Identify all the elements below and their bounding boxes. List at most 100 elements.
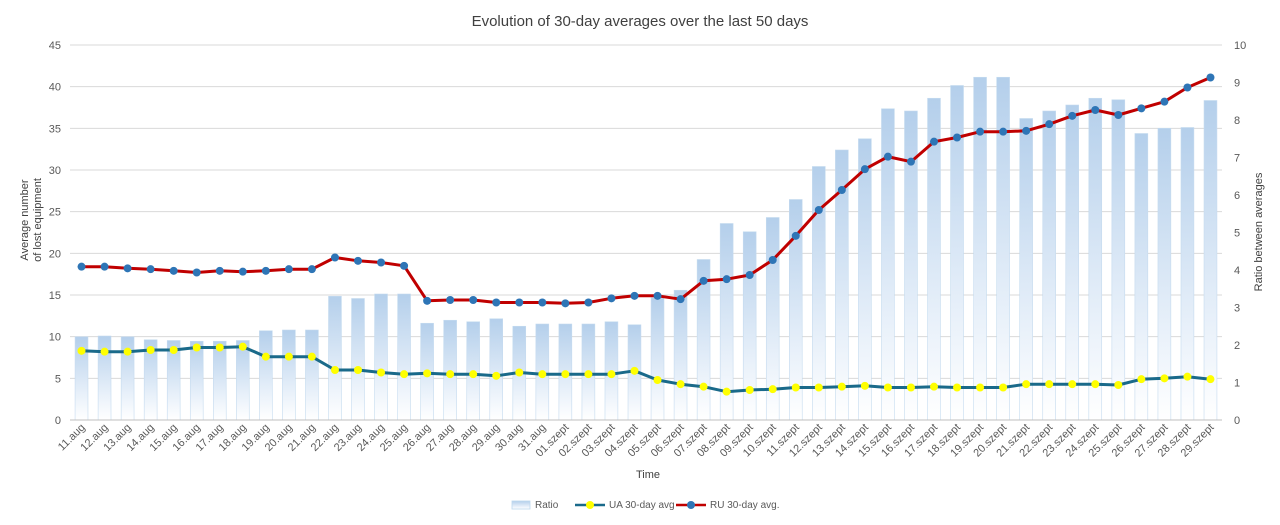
ru-point (676, 295, 685, 304)
ru-point (999, 127, 1008, 136)
ru-point (930, 137, 938, 146)
ua-point (976, 383, 985, 392)
ua-point (1045, 380, 1054, 389)
y-right-tick-label: 0 (1234, 415, 1240, 427)
ua-point (768, 385, 777, 394)
ratio-bar (374, 293, 388, 421)
legend-ratio-swatch (511, 500, 531, 510)
right-axis-ticks: 0 1 2 3 4 5 6 7 8 9 10 (1234, 40, 1246, 427)
ratio-bar (1065, 104, 1079, 421)
ua-point (745, 386, 754, 394)
ratio-bar (328, 295, 342, 421)
y-left-tick-label: 15 (49, 290, 61, 302)
ua-point (607, 370, 616, 379)
ru-point (100, 262, 109, 271)
ru-point (354, 256, 362, 265)
ua-point (653, 376, 662, 384)
ua-point (261, 352, 270, 361)
ua-point (77, 346, 86, 355)
chart-title: Evolution of 30-day averages over the la… (472, 13, 809, 30)
ua-point (1068, 380, 1077, 389)
ru-point (215, 266, 224, 275)
ua-point (284, 352, 293, 361)
ru-point (883, 152, 892, 161)
y-right-tick-label: 4 (1234, 265, 1240, 277)
ua-point (722, 387, 731, 396)
legend-item-ua: UA 30-day avg (575, 500, 675, 511)
ua-point (354, 366, 362, 374)
ua-point (169, 346, 178, 354)
legend-ua-label: UA 30-day avg (609, 500, 675, 511)
ru-point (77, 262, 86, 271)
y-right-tick-label: 6 (1234, 190, 1240, 202)
ua-series (77, 342, 1215, 396)
ua-point (930, 382, 938, 391)
ua-point (791, 383, 800, 392)
y-right-tick-label: 8 (1234, 115, 1240, 127)
ru-point (238, 267, 247, 276)
ua-point (238, 342, 247, 351)
y-left-tick-label: 20 (49, 248, 61, 260)
y-right-axis-title: Ratio between averages (1253, 172, 1265, 291)
ua-point (584, 370, 593, 379)
ua-point (146, 346, 155, 354)
ru-point (284, 265, 293, 274)
ru-point (607, 294, 616, 303)
legend: Ratio UA 30-day avg RU 30-day avg. (511, 500, 779, 511)
left-axis-ticks: 0 5 10 15 20 25 30 35 40 45 (49, 40, 61, 427)
ru-series (77, 73, 1215, 308)
ru-point (1114, 111, 1123, 119)
ru-line (81, 76, 1212, 305)
x-axis-title: Time (636, 469, 660, 481)
ru-point (307, 265, 316, 274)
ua-point (561, 370, 570, 379)
y-left-axis-title-line2: of lost equipment (32, 178, 44, 262)
ru-point (1206, 73, 1215, 82)
ua-point (676, 380, 685, 389)
ua-point (400, 370, 409, 379)
y-left-tick-label: 45 (49, 40, 61, 52)
ratio-bar (443, 319, 457, 421)
ua-point (192, 343, 201, 352)
ru-point (791, 231, 800, 240)
ru-point (860, 165, 869, 174)
ua-point (906, 383, 915, 392)
ua-point (1183, 372, 1192, 381)
ru-point (653, 291, 662, 300)
y-left-tick-label: 10 (49, 332, 61, 344)
ru-point (1068, 111, 1077, 120)
ratio-bar (259, 330, 273, 421)
legend-ru-marker (687, 501, 695, 509)
ru-point (492, 298, 501, 307)
y-right-tick-label: 2 (1234, 340, 1240, 352)
ru-point (1183, 83, 1192, 92)
legend-item-ru: RU 30-day avg. (676, 500, 779, 511)
ru-point (1160, 97, 1169, 106)
ua-point (999, 383, 1008, 392)
y-left-tick-label: 35 (49, 123, 61, 135)
ratio-bar (1019, 118, 1033, 421)
ua-point (515, 368, 524, 377)
ua-point (699, 382, 708, 391)
ru-point (976, 127, 985, 136)
y-right-tick-label: 3 (1234, 303, 1240, 315)
legend-ru-label: RU 30-day avg. (710, 500, 779, 511)
ru-point (515, 298, 524, 307)
legend-ua-marker (586, 501, 594, 509)
legend-item-ratio: Ratio (511, 500, 559, 511)
ua-point (215, 343, 224, 352)
ru-point (745, 271, 754, 279)
ratio-bar (1111, 99, 1126, 421)
ua-point (1091, 380, 1100, 389)
ua-point (492, 371, 501, 380)
ratio-bar (673, 289, 688, 421)
ua-point (837, 382, 846, 391)
ratio-bar (489, 318, 503, 421)
ua-point (630, 366, 639, 375)
y-left-tick-label: 40 (49, 82, 61, 94)
y-left-tick-label: 25 (49, 207, 61, 219)
ua-point (883, 383, 892, 392)
ratio-bar (650, 297, 665, 421)
y-left-tick-label: 0 (55, 415, 61, 427)
